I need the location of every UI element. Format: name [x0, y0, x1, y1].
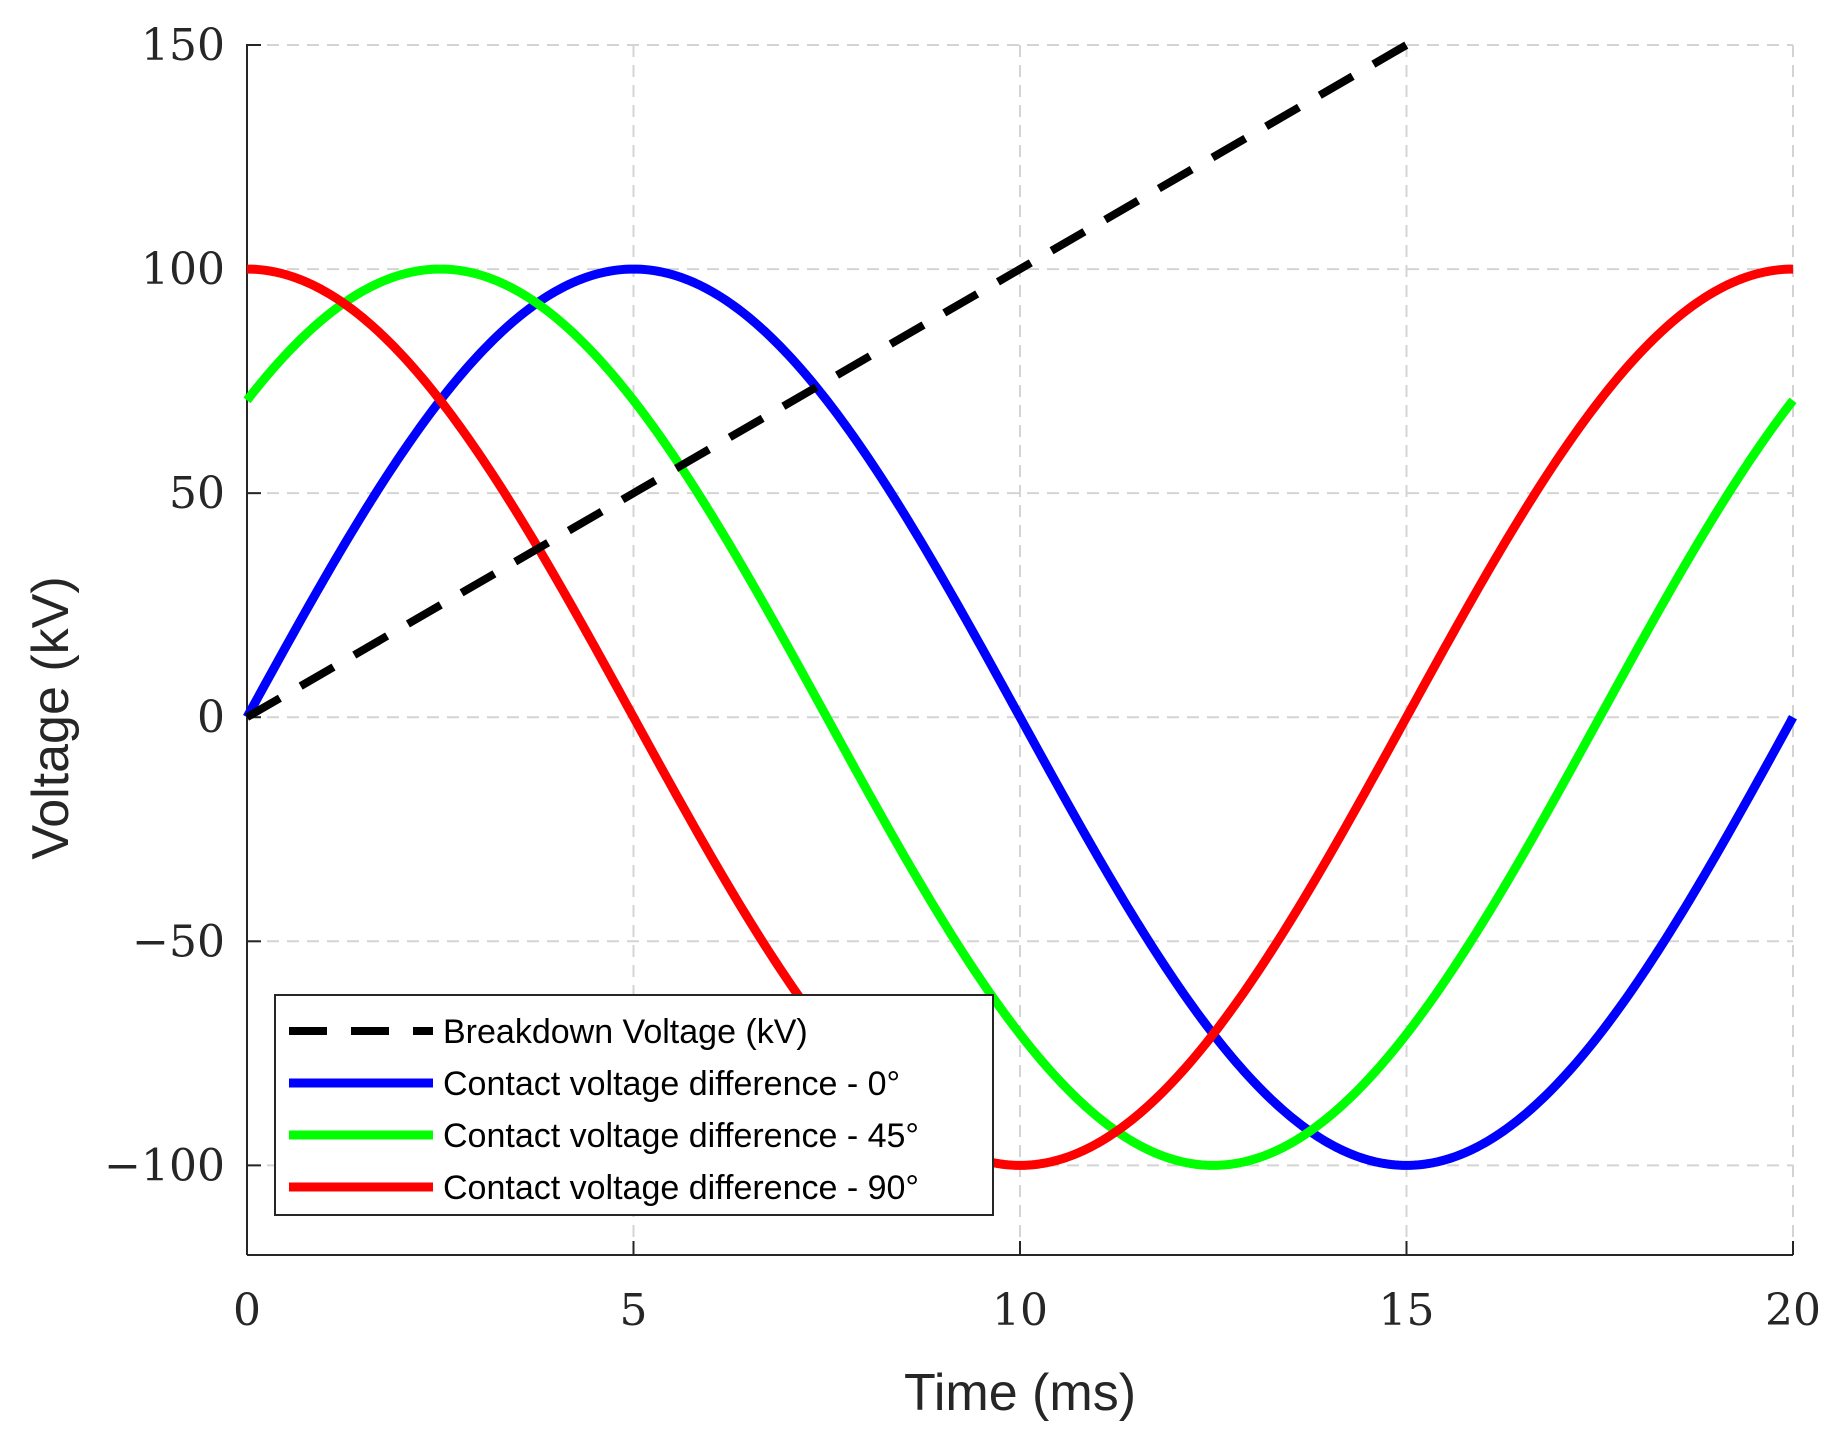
y-tick-label: −50 [132, 916, 225, 967]
x-tick-label: 15 [1379, 1285, 1435, 1336]
x-tick-label: 20 [1765, 1285, 1821, 1336]
axes [246, 44, 1794, 1256]
legend: Breakdown Voltage (kV) Contact voltage di… [274, 994, 994, 1216]
y-tick-label: 0 [197, 692, 225, 743]
x-tick-label: 5 [620, 1285, 648, 1336]
series-line-3 [246, 264, 1794, 1170]
series-line-1 [243, 264, 1797, 1170]
y-tick-label: 150 [141, 20, 225, 71]
y-axis-title: Voltage (kV) [22, 576, 80, 859]
x-tick-label: 10 [992, 1285, 1048, 1336]
x-axis-title: Time (ms) [904, 1364, 1136, 1422]
y-tick-label: −100 [104, 1140, 225, 1191]
x-tick-label: 0 [233, 1285, 261, 1336]
y-tick-label: 50 [169, 468, 225, 519]
series-line-2 [243, 264, 1797, 1170]
legend-label: Contact voltage difference - 90° [443, 1169, 919, 1207]
series-line-0 [244, 41, 1409, 721]
y-tick-label: 100 [141, 244, 225, 295]
tick-labels: 0 5 10 15 20 150 100 50 0 −50 −100 [104, 20, 1821, 1336]
series-layer [243, 41, 1797, 1170]
legend-label: Contact voltage difference - 45° [443, 1117, 919, 1155]
legend-label: Breakdown Voltage (kV) [443, 1013, 808, 1051]
legend-label: Contact voltage difference - 0° [443, 1065, 900, 1103]
legend-box [274, 994, 994, 1216]
